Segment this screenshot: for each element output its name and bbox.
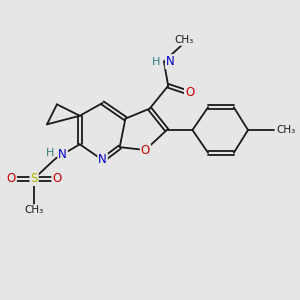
Text: CH₃: CH₃ xyxy=(277,125,296,135)
Text: N: N xyxy=(166,55,175,68)
Text: O: O xyxy=(7,172,16,185)
Text: S: S xyxy=(31,172,38,185)
Text: CH₃: CH₃ xyxy=(25,205,44,215)
Text: H: H xyxy=(46,148,54,158)
Text: O: O xyxy=(185,86,194,100)
Text: N: N xyxy=(98,154,107,166)
Text: N: N xyxy=(58,148,67,161)
Text: H: H xyxy=(152,57,160,67)
Text: O: O xyxy=(141,143,150,157)
Text: CH₃: CH₃ xyxy=(174,35,194,45)
Text: O: O xyxy=(52,172,62,185)
